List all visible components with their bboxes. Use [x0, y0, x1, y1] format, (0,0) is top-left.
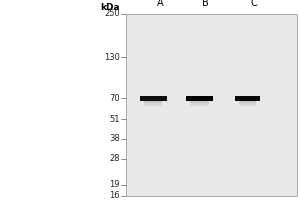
- Text: 51: 51: [110, 115, 120, 124]
- Text: 250: 250: [104, 9, 120, 19]
- Text: A: A: [157, 0, 164, 8]
- Text: 38: 38: [109, 134, 120, 143]
- Bar: [190, 103, 209, 105]
- Text: 16: 16: [110, 192, 120, 200]
- Bar: [238, 105, 256, 106]
- Text: B: B: [202, 0, 209, 8]
- Bar: [186, 96, 213, 101]
- Text: 19: 19: [110, 180, 120, 189]
- Bar: [126, 14, 297, 196]
- Text: 28: 28: [110, 154, 120, 163]
- Bar: [144, 101, 163, 103]
- Bar: [144, 105, 163, 106]
- Bar: [190, 105, 209, 106]
- Bar: [235, 96, 260, 101]
- Bar: [140, 96, 166, 101]
- Bar: [144, 103, 163, 105]
- Bar: [238, 101, 256, 103]
- Text: C: C: [250, 0, 257, 8]
- Text: 130: 130: [104, 53, 120, 62]
- Text: kDa: kDa: [100, 3, 120, 12]
- Text: 70: 70: [110, 94, 120, 103]
- Bar: [190, 101, 209, 103]
- Bar: [238, 103, 256, 105]
